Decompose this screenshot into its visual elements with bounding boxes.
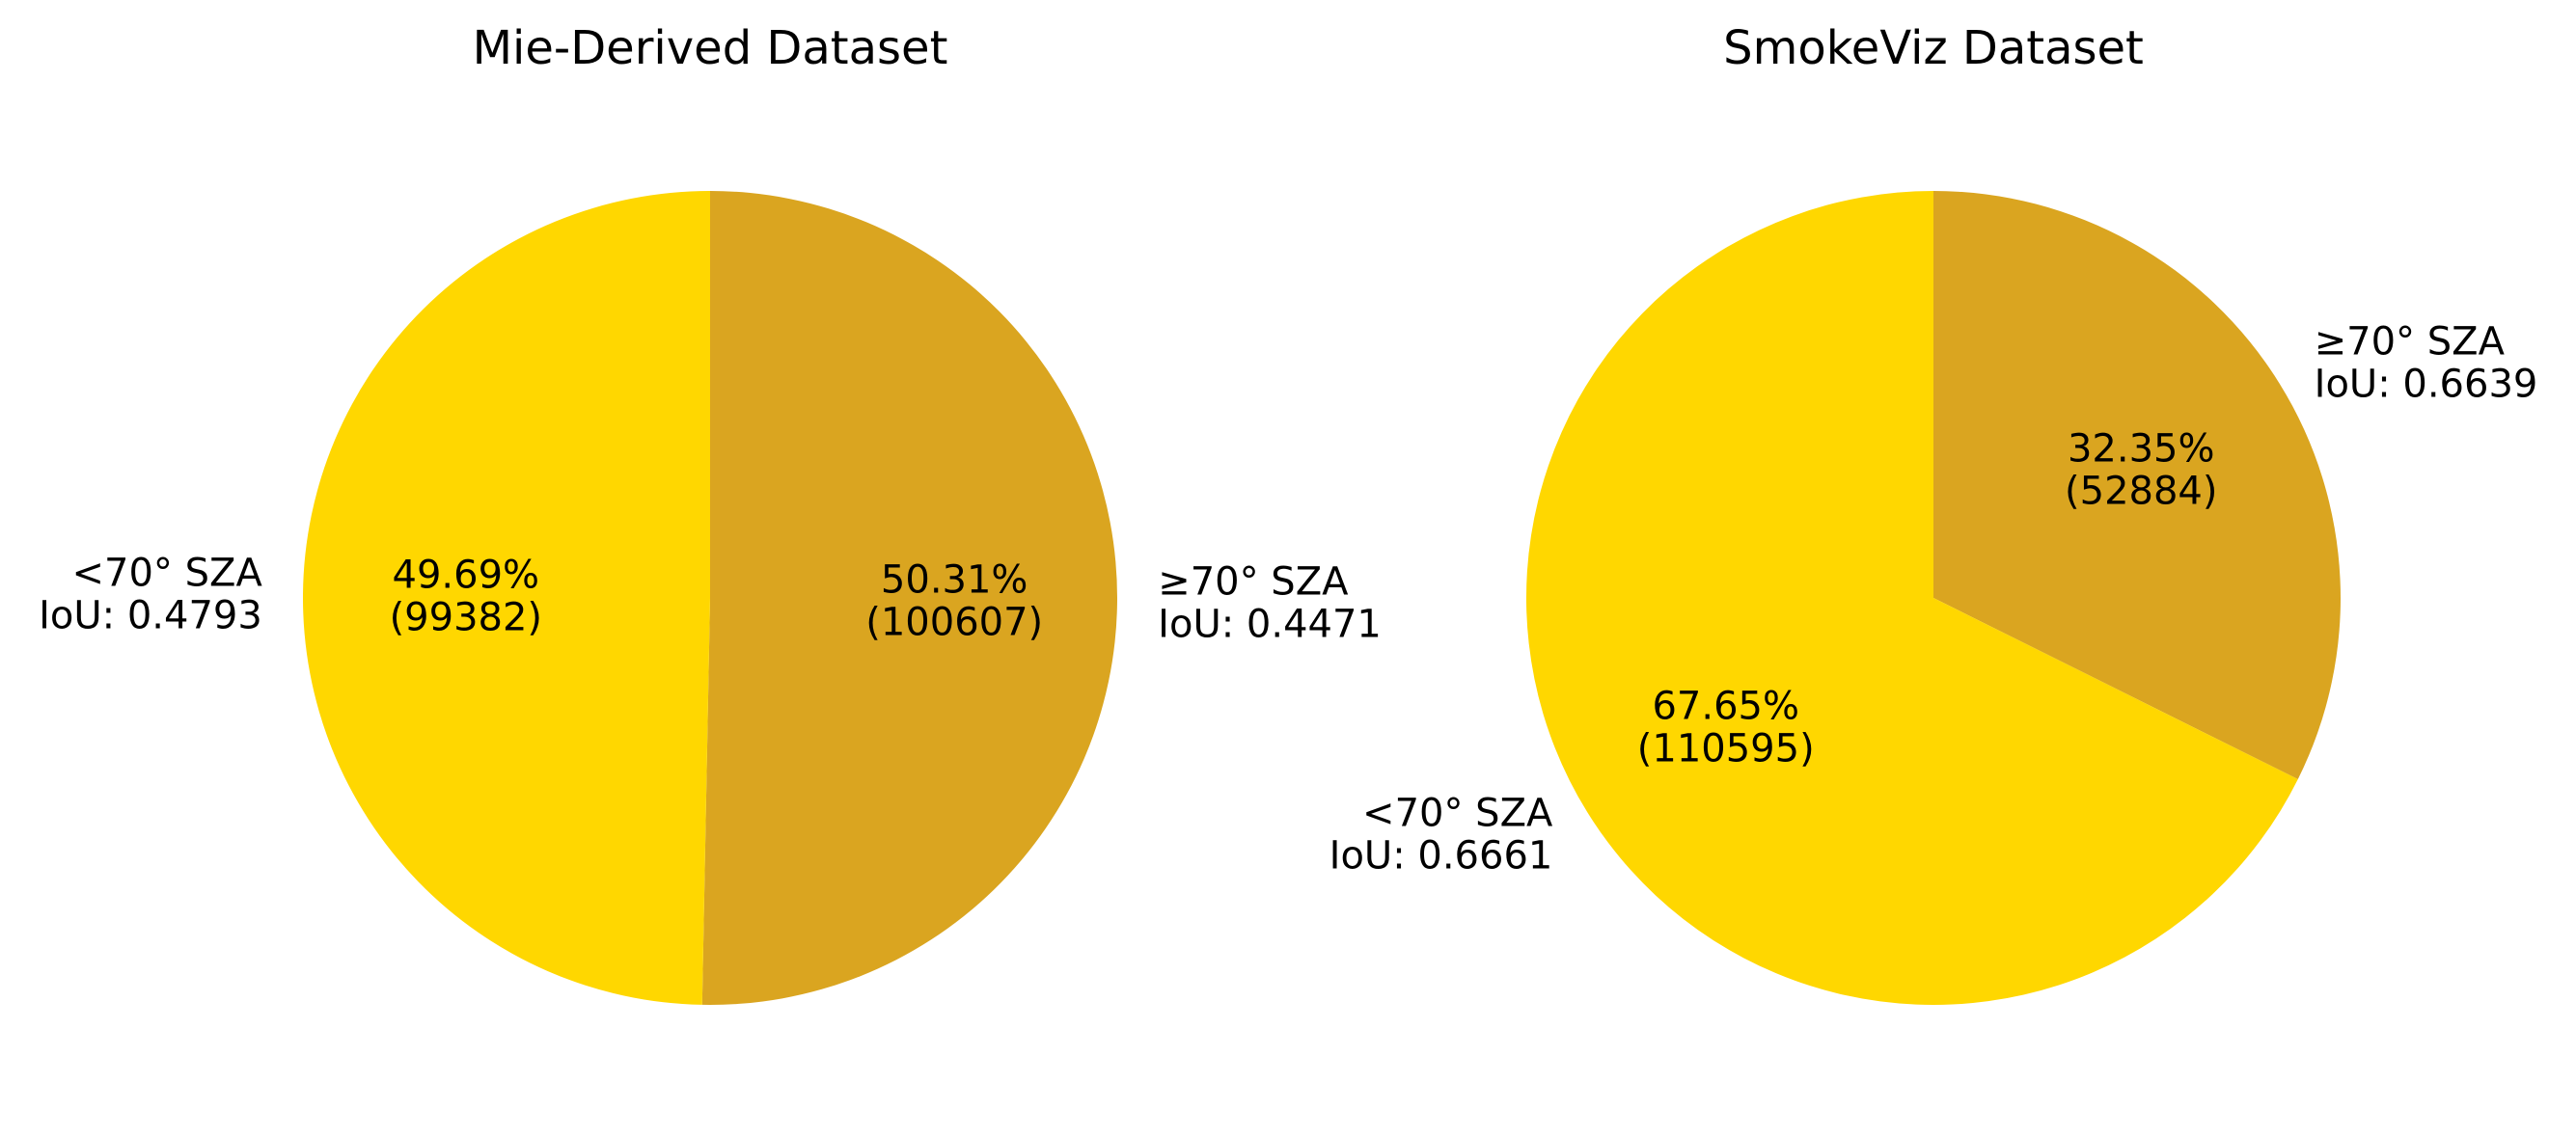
- slice-category-label-lt70-sza: <70° SZA IoU: 0.6661: [1329, 791, 1553, 878]
- slice-category-label-ge70-sza-line-2: IoU: 0.6639: [2315, 363, 2538, 407]
- pie-slice-ge70-sza: [1933, 191, 2341, 780]
- chart-title: Mie-Derived Dataset: [473, 21, 948, 75]
- slice-category-label-ge70-sza-line-2: IoU: 0.4471: [1158, 603, 1382, 647]
- slice-category-label-lt70-sza-line-1: <70° SZA: [1362, 791, 1553, 835]
- chart-title: SmokeViz Dataset: [1723, 21, 2144, 75]
- slice-category-label-lt70-sza: <70° SZA IoU: 0.4793: [39, 552, 262, 638]
- slice-value-label-lt70-sza: 67.65% (110595): [1637, 684, 1815, 771]
- slice-value-label-ge70-sza: 32.35% (52884): [2065, 427, 2217, 514]
- slice-category-label-ge70-sza-line-1: ≥70° SZA: [1158, 560, 1349, 605]
- slice-value-label-ge70-sza-line-2: (100607): [865, 601, 1043, 645]
- slice-category-label-lt70-sza-line-1: <70° SZA: [72, 552, 263, 596]
- slice-value-label-ge70-sza-line-1: 32.35%: [2068, 427, 2215, 472]
- slice-category-label-lt70-sza-line-2: IoU: 0.4793: [39, 594, 262, 638]
- pie-slice-ge70-sza: [701, 191, 1117, 1006]
- slice-value-label-ge70-sza: 50.31% (100607): [865, 558, 1043, 645]
- slice-category-label-ge70-sza: ≥70° SZA IoU: 0.4471: [1158, 560, 1382, 647]
- slice-value-label-lt70-sza-line-1: 49.69%: [393, 554, 540, 598]
- slice-value-label-lt70-sza-line-1: 67.65%: [1652, 684, 1799, 728]
- slice-category-label-ge70-sza: ≥70° SZA IoU: 0.6639: [2315, 320, 2538, 407]
- pie-slice-lt70-sza: [302, 191, 710, 1005]
- pie-slice-lt70-sza: [1525, 191, 2298, 1005]
- slice-value-label-lt70-sza-line-2: (110595): [1637, 726, 1815, 771]
- slice-category-label-lt70-sza-line-2: IoU: 0.6661: [1329, 833, 1553, 878]
- slice-category-label-ge70-sza-line-1: ≥70° SZA: [2315, 320, 2506, 365]
- pie-chart-smokeviz-dataset: [1525, 191, 2341, 1005]
- slice-value-label-lt70-sza: 49.69% (99382): [390, 554, 542, 640]
- slice-value-label-lt70-sza-line-2: (99382): [390, 596, 542, 640]
- pie-chart-mie-derived-dataset: [302, 191, 1117, 1006]
- slice-value-label-ge70-sza-line-1: 50.31%: [881, 558, 1028, 603]
- slice-value-label-ge70-sza-line-2: (52884): [2065, 470, 2217, 514]
